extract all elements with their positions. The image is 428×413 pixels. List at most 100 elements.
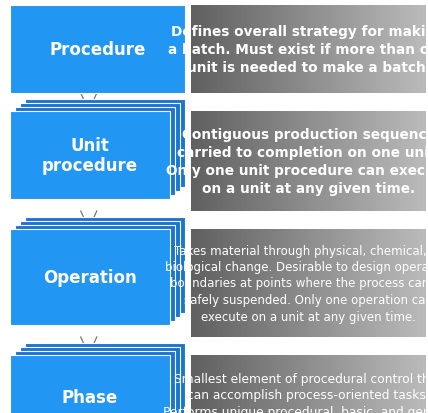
Bar xyxy=(259,6,262,94)
Bar xyxy=(276,355,279,413)
Bar xyxy=(276,6,279,94)
Bar xyxy=(25,343,185,413)
Bar xyxy=(423,355,426,413)
Bar xyxy=(306,355,309,413)
Bar xyxy=(268,230,270,337)
Bar xyxy=(400,355,402,413)
Bar xyxy=(226,112,229,211)
Bar xyxy=(276,230,279,337)
Bar xyxy=(353,112,356,211)
Bar xyxy=(373,112,376,211)
Bar xyxy=(232,230,235,337)
Bar xyxy=(250,355,253,413)
Bar xyxy=(208,112,211,211)
Bar xyxy=(268,112,270,211)
Bar xyxy=(235,112,238,211)
Bar xyxy=(194,112,197,211)
Bar xyxy=(358,6,361,94)
Bar xyxy=(391,230,394,337)
Bar xyxy=(317,355,320,413)
Bar xyxy=(370,355,373,413)
Bar xyxy=(402,6,405,94)
Bar xyxy=(414,230,417,337)
Bar xyxy=(361,112,364,211)
Bar xyxy=(394,6,397,94)
Bar xyxy=(256,112,259,211)
Bar xyxy=(353,230,356,337)
Bar xyxy=(10,355,170,413)
Bar xyxy=(335,6,338,94)
Bar xyxy=(320,355,323,413)
Bar xyxy=(229,355,232,413)
Bar xyxy=(256,230,259,337)
Bar xyxy=(208,230,211,337)
Bar xyxy=(405,355,408,413)
Bar xyxy=(238,112,241,211)
Bar xyxy=(338,230,341,337)
Bar xyxy=(197,230,200,337)
Bar xyxy=(10,112,170,199)
Bar xyxy=(291,112,294,211)
Bar xyxy=(282,230,285,337)
Bar xyxy=(217,230,220,337)
Bar xyxy=(235,355,238,413)
Bar xyxy=(312,6,315,94)
Bar xyxy=(420,112,423,211)
Bar xyxy=(323,6,326,94)
Bar xyxy=(265,230,268,337)
Bar xyxy=(341,230,344,337)
Bar xyxy=(291,355,294,413)
Bar xyxy=(203,112,206,211)
Bar xyxy=(203,6,206,94)
Bar xyxy=(394,230,397,337)
Bar xyxy=(379,355,382,413)
Bar xyxy=(423,230,426,337)
Bar xyxy=(341,112,344,211)
Bar xyxy=(356,6,358,94)
Bar xyxy=(402,112,405,211)
Bar xyxy=(376,112,379,211)
Bar xyxy=(353,355,356,413)
Bar xyxy=(358,230,361,337)
Bar xyxy=(282,112,285,211)
Bar xyxy=(247,230,250,337)
Bar xyxy=(379,6,382,94)
Bar xyxy=(385,6,388,94)
Bar xyxy=(338,112,341,211)
Bar xyxy=(417,6,420,94)
Bar xyxy=(361,6,364,94)
Bar xyxy=(423,112,426,211)
Bar xyxy=(270,112,273,211)
Bar xyxy=(329,112,332,211)
Bar xyxy=(291,6,294,94)
Bar xyxy=(320,6,323,94)
Bar xyxy=(335,230,338,337)
Bar xyxy=(265,355,268,413)
Bar xyxy=(15,351,175,413)
Bar xyxy=(388,355,391,413)
Bar xyxy=(191,6,194,94)
Bar xyxy=(364,355,367,413)
Bar xyxy=(226,6,229,94)
Bar xyxy=(356,355,358,413)
Bar xyxy=(411,112,414,211)
Bar xyxy=(241,112,244,211)
Bar xyxy=(244,6,247,94)
Bar xyxy=(20,221,180,317)
Bar xyxy=(388,112,391,211)
Bar xyxy=(288,6,291,94)
Bar xyxy=(220,6,223,94)
Bar xyxy=(247,355,250,413)
Bar xyxy=(235,230,238,337)
Bar xyxy=(397,6,400,94)
Bar xyxy=(306,230,309,337)
Bar xyxy=(423,6,426,94)
Bar xyxy=(200,112,203,211)
Bar xyxy=(10,230,170,325)
Bar xyxy=(241,355,244,413)
Bar xyxy=(15,108,175,195)
Bar xyxy=(417,355,420,413)
Bar xyxy=(382,6,385,94)
Bar xyxy=(332,6,335,94)
Bar xyxy=(367,230,370,337)
